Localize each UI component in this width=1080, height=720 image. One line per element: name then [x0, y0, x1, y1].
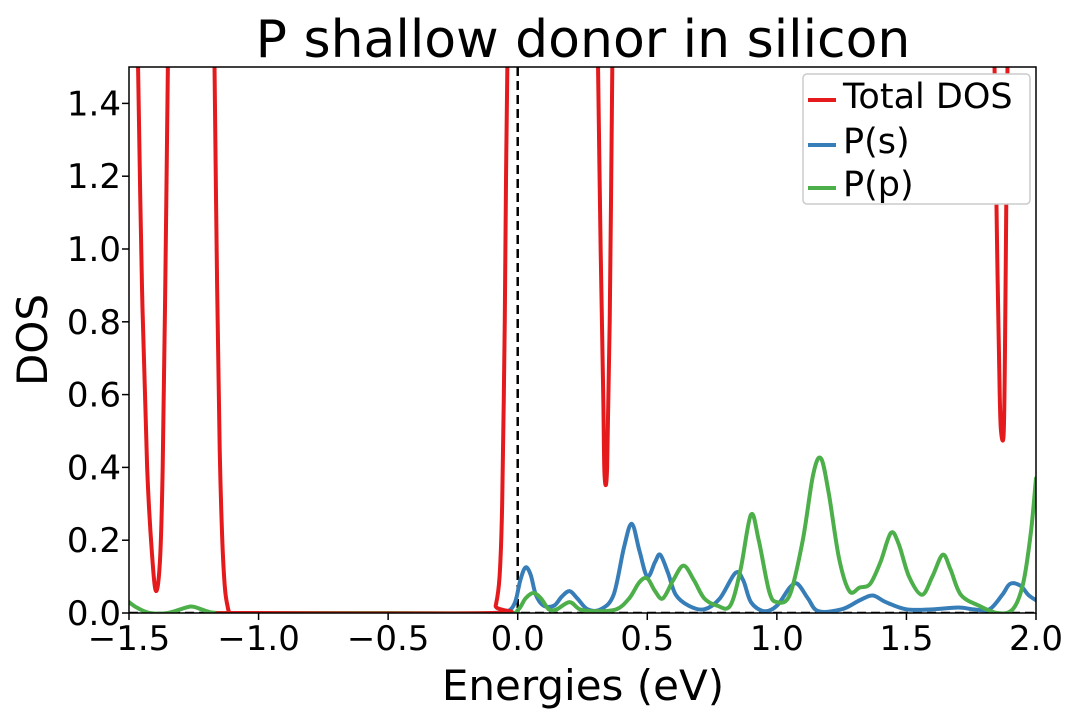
series-line-total-dos-3: [596, 67, 615, 488]
chart-title: P shallow donor in silicon: [256, 10, 911, 70]
x-tick-label: 0.0: [491, 619, 545, 659]
series-line-total-dos-1: [136, 67, 170, 594]
legend-label-p-p: P(p): [843, 165, 914, 205]
y-tick-label: 0.6: [67, 376, 121, 416]
series-line-p-p: [129, 455, 1036, 613]
x-tick-label: −1.0: [217, 619, 300, 659]
axis-ticks: −1.5 −1.0 −0.5 0.0 0.5 1.0 1.5 2.0 0.0 0.2 0.4 0.6 0…: [67, 84, 1063, 659]
legend-label-total-dos: Total DOS: [842, 77, 1013, 117]
x-tick-label: 1.5: [879, 619, 933, 659]
y-tick-label: 1.4: [67, 84, 121, 124]
y-axis-label: DOS: [8, 294, 57, 386]
y-tick-label: 0.4: [67, 448, 121, 488]
y-tick-label: 1.2: [67, 157, 121, 197]
series-line-total-dos-4: [992, 67, 1010, 443]
x-tick-label: 1.0: [750, 619, 804, 659]
y-tick-label: 0.2: [67, 521, 121, 561]
x-tick-label: −1.5: [88, 619, 171, 659]
y-tick-label: 1.0: [67, 230, 121, 270]
y-tick-label: 0.0: [67, 594, 121, 634]
plot-frame: [128, 66, 1037, 614]
series-line-total-dos-2: [212, 67, 514, 613]
series-line-p-s: [489, 521, 1036, 613]
x-tick-label: 0.5: [620, 619, 674, 659]
x-tick-label: 2.0: [1009, 619, 1063, 659]
x-axis-label: Energies (eV): [442, 661, 724, 710]
plot-area: [129, 67, 1036, 613]
legend: Total DOS P(s) P(p): [802, 73, 1031, 205]
legend-label-p-s: P(s): [843, 122, 910, 162]
legend-box: [802, 73, 1031, 205]
x-tick-label: −0.5: [347, 619, 430, 659]
y-tick-label: 0.8: [67, 303, 121, 343]
